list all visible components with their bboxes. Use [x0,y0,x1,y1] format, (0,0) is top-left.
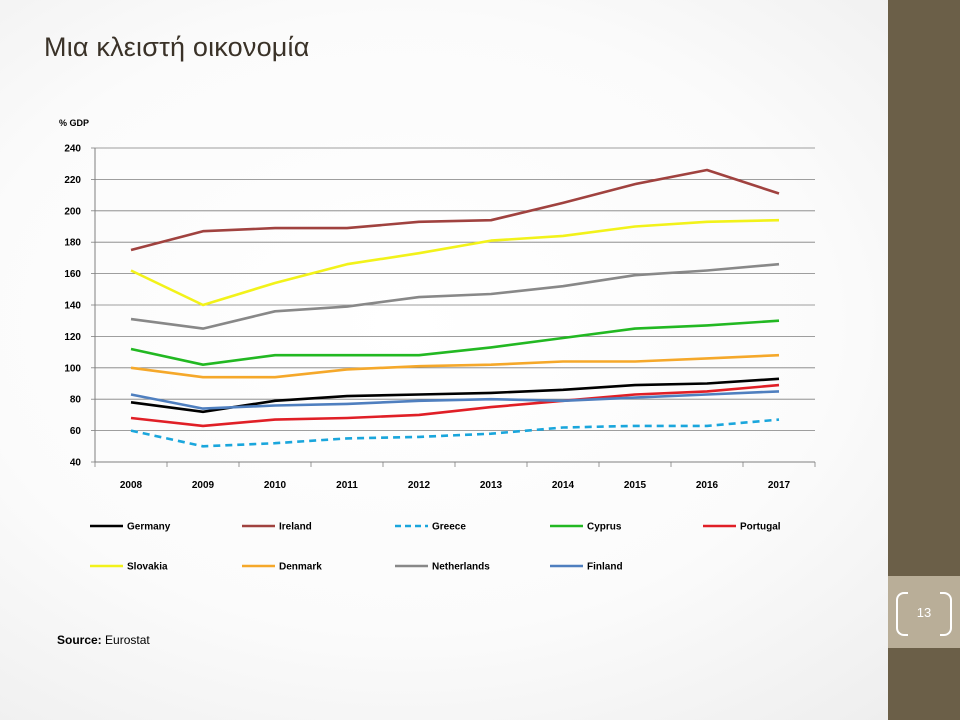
legend-label-greece: Greece [432,522,466,533]
series-line-netherlands [130,262,780,330]
x-tick-label: 2012 [408,480,431,491]
bracket-right [940,592,952,636]
y-tick-label: 120 [64,332,81,343]
series-line-cyprus [130,319,780,367]
x-tick-label: 2017 [768,480,791,491]
x-tick-label: 2013 [480,480,503,491]
y-tick-label: 200 [64,206,81,217]
slide-title: Μια κλειστή οικονομία [44,32,310,62]
side-bar-accent [888,576,960,648]
legend-label-denmark: Denmark [279,562,322,573]
source-value: Eurostat [105,633,150,647]
page-number-badge: 13 [896,592,952,636]
y-tick-label: 220 [64,175,81,186]
y-tick-label: 180 [64,238,81,249]
legend-label-portugal: Portugal [740,522,781,533]
y-tick-label: 80 [70,395,82,406]
x-tick-label: 2011 [336,480,358,491]
source-label: Source: [57,633,102,647]
legend-label-slovakia: Slovakia [127,562,168,573]
y-axis-label: % GDP [59,118,89,128]
debt-line-chart: % GDP 40 60 80 100 120 140 160 180 200 220 240 2008 2… [59,118,816,573]
side-bar [888,0,960,720]
x-tick-label: 2009 [192,480,215,491]
series-line-greece [130,418,780,448]
x-tick-label: 2010 [264,480,287,491]
y-tick-label: 140 [64,301,81,312]
legend-label-cyprus: Cyprus [587,522,622,533]
y-tick-label: 240 [64,144,81,155]
bracket-left [896,592,908,636]
series-line-portugal [130,383,780,428]
legend-label-netherlands: Netherlands [432,562,490,573]
series-line-ireland [130,168,780,252]
series-line-denmark [130,353,780,379]
x-tick-label: 2008 [120,480,143,491]
x-tick-label: 2015 [624,480,647,491]
legend-label-ireland: Ireland [279,522,312,533]
x-tick-label: 2016 [696,480,719,491]
series-line-finland [130,390,780,410]
y-tick-label: 160 [64,269,81,280]
y-tick-label: 40 [70,458,82,469]
series-line-slovakia [130,218,780,307]
legend-label-germany: Germany [127,522,171,533]
x-tick-label: 2014 [552,480,575,491]
legend-label-finland: Finland [587,562,623,573]
y-tick-label: 100 [64,363,81,374]
source-note: Source: Eurostat [57,633,150,647]
y-tick-label: 60 [70,426,82,437]
page-number: 13 [916,605,932,620]
